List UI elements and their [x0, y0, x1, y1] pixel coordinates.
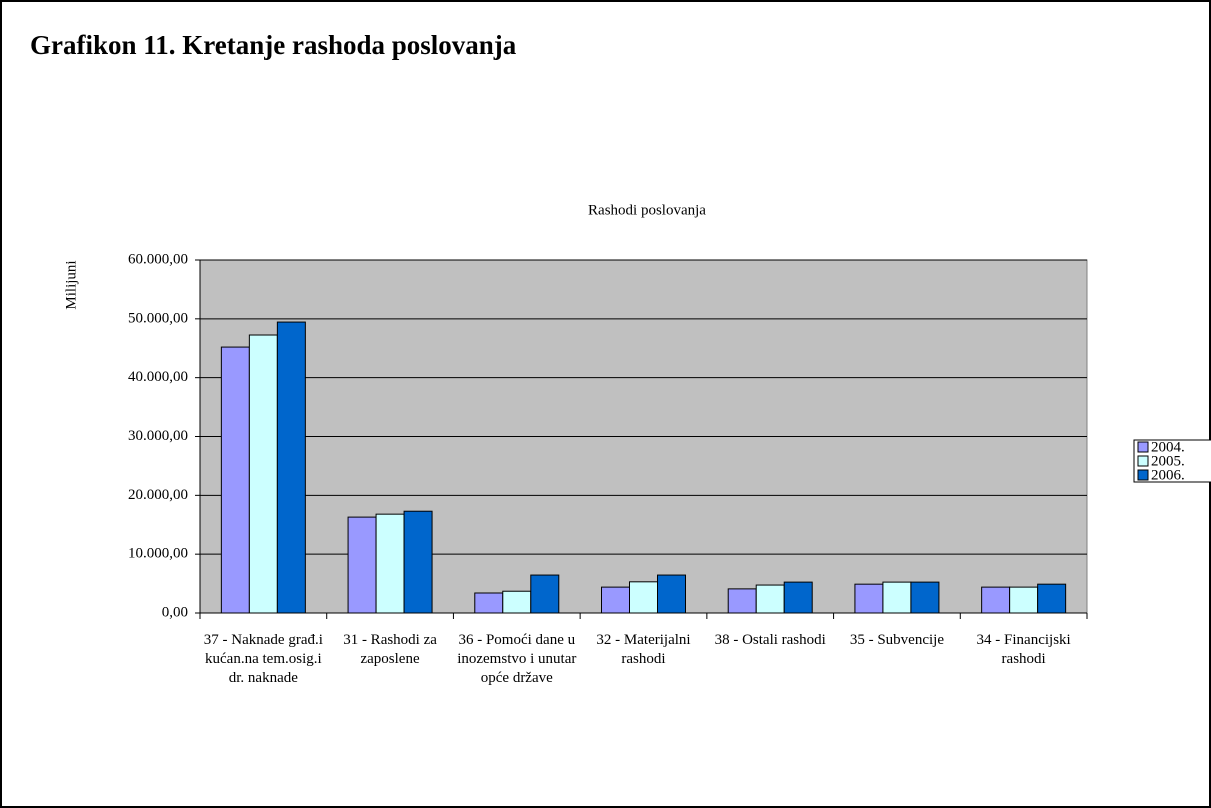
bar: [601, 586, 630, 614]
legend-label: 2006.: [1151, 467, 1185, 483]
y-tick-label: 0,00: [162, 604, 188, 620]
x-tick-label: 35 - Subvencije: [849, 632, 944, 648]
bar: [248, 334, 278, 614]
x-tick-label: 32 - Materijalni rashodi: [596, 632, 691, 667]
bar: [502, 590, 532, 614]
y-axis-label: Milijuni: [63, 260, 79, 309]
bar: [347, 516, 377, 614]
y-tick-label: 30.000,00: [128, 428, 188, 444]
legend-label: 2004.: [1151, 439, 1185, 455]
bar: [783, 581, 813, 614]
legend-label: 2005.: [1151, 453, 1185, 469]
page-title: Grafikon 11. Kretanje rashoda poslovanja: [30, 30, 517, 60]
bar: [1037, 583, 1067, 614]
bar: [727, 588, 757, 614]
x-tick-label: 34 - Financijski rashodi: [976, 632, 1071, 667]
x-tick-label: 38 - Ostali rashodi: [714, 632, 826, 648]
y-tick-label: 60.000,00: [128, 251, 188, 267]
bar: [854, 583, 884, 614]
bar: [629, 581, 658, 614]
y-tick-label: 20.000,00: [128, 487, 188, 503]
bar: [474, 592, 504, 614]
bar: [530, 574, 560, 614]
bar: [220, 346, 250, 614]
bar: [403, 510, 433, 614]
legend-swatch: [1137, 455, 1149, 467]
chart-title: Rashodi poslovanja: [588, 202, 706, 218]
legend-swatch: [1137, 469, 1149, 481]
x-tick-label: 31 - Rashodi za zaposlene: [343, 632, 437, 667]
bar: [910, 581, 940, 614]
bar: [657, 574, 686, 614]
y-tick-label: 10.000,00: [128, 546, 188, 562]
y-tick-label: 50.000,00: [128, 310, 188, 326]
bar: [276, 321, 306, 614]
legend-swatch: [1137, 441, 1149, 453]
bar: [1009, 586, 1039, 614]
bar: [375, 513, 405, 614]
y-tick-label: 40.000,00: [128, 369, 188, 385]
bar: [882, 581, 912, 614]
bar: [755, 584, 785, 614]
x-tick-label: 37 - Naknade građ.i kućan.na tem.osig.i …: [203, 632, 323, 686]
bar: [981, 586, 1011, 614]
x-tick-label: 36 - Pomoći dane u inozemstvo i unutar o…: [457, 632, 577, 686]
